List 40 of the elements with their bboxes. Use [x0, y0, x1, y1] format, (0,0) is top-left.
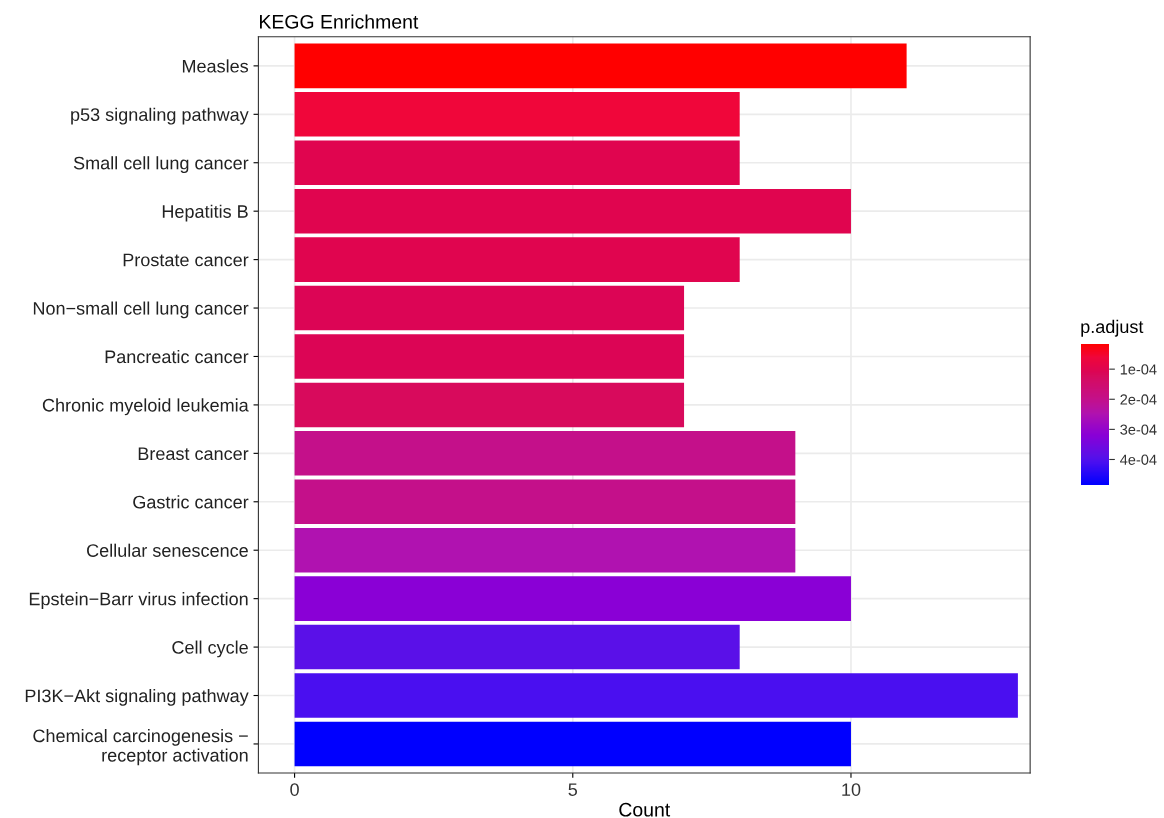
- y-tick-label: Measles: [182, 59, 249, 73]
- bar: [294, 479, 796, 525]
- bar: [294, 624, 740, 670]
- x-axis-title: Count: [619, 802, 671, 817]
- x-tick-label: 10: [842, 783, 861, 796]
- color-bar-label: 3e-04: [1120, 424, 1157, 435]
- x-tick-label: 0: [290, 783, 299, 796]
- bar: [294, 285, 685, 331]
- chart-title: KEGG Enrichment: [260, 14, 419, 29]
- color-bar-label: 4e-04: [1120, 454, 1157, 465]
- bar: [294, 43, 907, 89]
- bar: [294, 527, 796, 573]
- y-tick-label: Prostate cancer: [123, 253, 249, 267]
- y-tick-label: Chemical carcinogenesis − receptor activation: [33, 728, 248, 766]
- bar: [294, 721, 851, 767]
- y-tick-label: Chronic myeloid leukemia: [42, 398, 249, 416]
- bar: [294, 237, 740, 282]
- color-bar-title: p.adjust: [1081, 319, 1144, 337]
- bar: [294, 140, 740, 186]
- bar: [294, 382, 685, 428]
- bar: [294, 673, 1018, 718]
- y-tick-label: Small cell lung cancer: [73, 156, 249, 174]
- x-tick-label: 5: [568, 783, 578, 796]
- color-bar-label: 2e-04: [1120, 394, 1157, 405]
- bar: [294, 431, 796, 476]
- y-tick-label: Gastric cancer: [133, 495, 249, 509]
- bar: [294, 576, 851, 621]
- bar: [294, 188, 851, 234]
- bar: [294, 92, 740, 137]
- bar: [294, 334, 685, 379]
- y-tick-label: Non−small cell lung cancer: [33, 301, 249, 319]
- y-tick-label: PI3K−Akt signaling pathway: [25, 688, 249, 706]
- y-tick-label: Pancreatic cancer: [105, 349, 249, 364]
- color-bar-label: 1e-04: [1120, 364, 1157, 375]
- y-tick-label: Cellular senescence: [87, 543, 248, 557]
- y-tick-label: Hepatitis B: [162, 204, 248, 222]
- y-tick-label: Breast cancer: [138, 447, 249, 461]
- y-tick-label: Cell cycle: [172, 640, 248, 658]
- y-tick-label: p53 signaling pathway: [71, 107, 249, 125]
- y-tick-label: Epstein−Barr virus infection: [29, 592, 248, 609]
